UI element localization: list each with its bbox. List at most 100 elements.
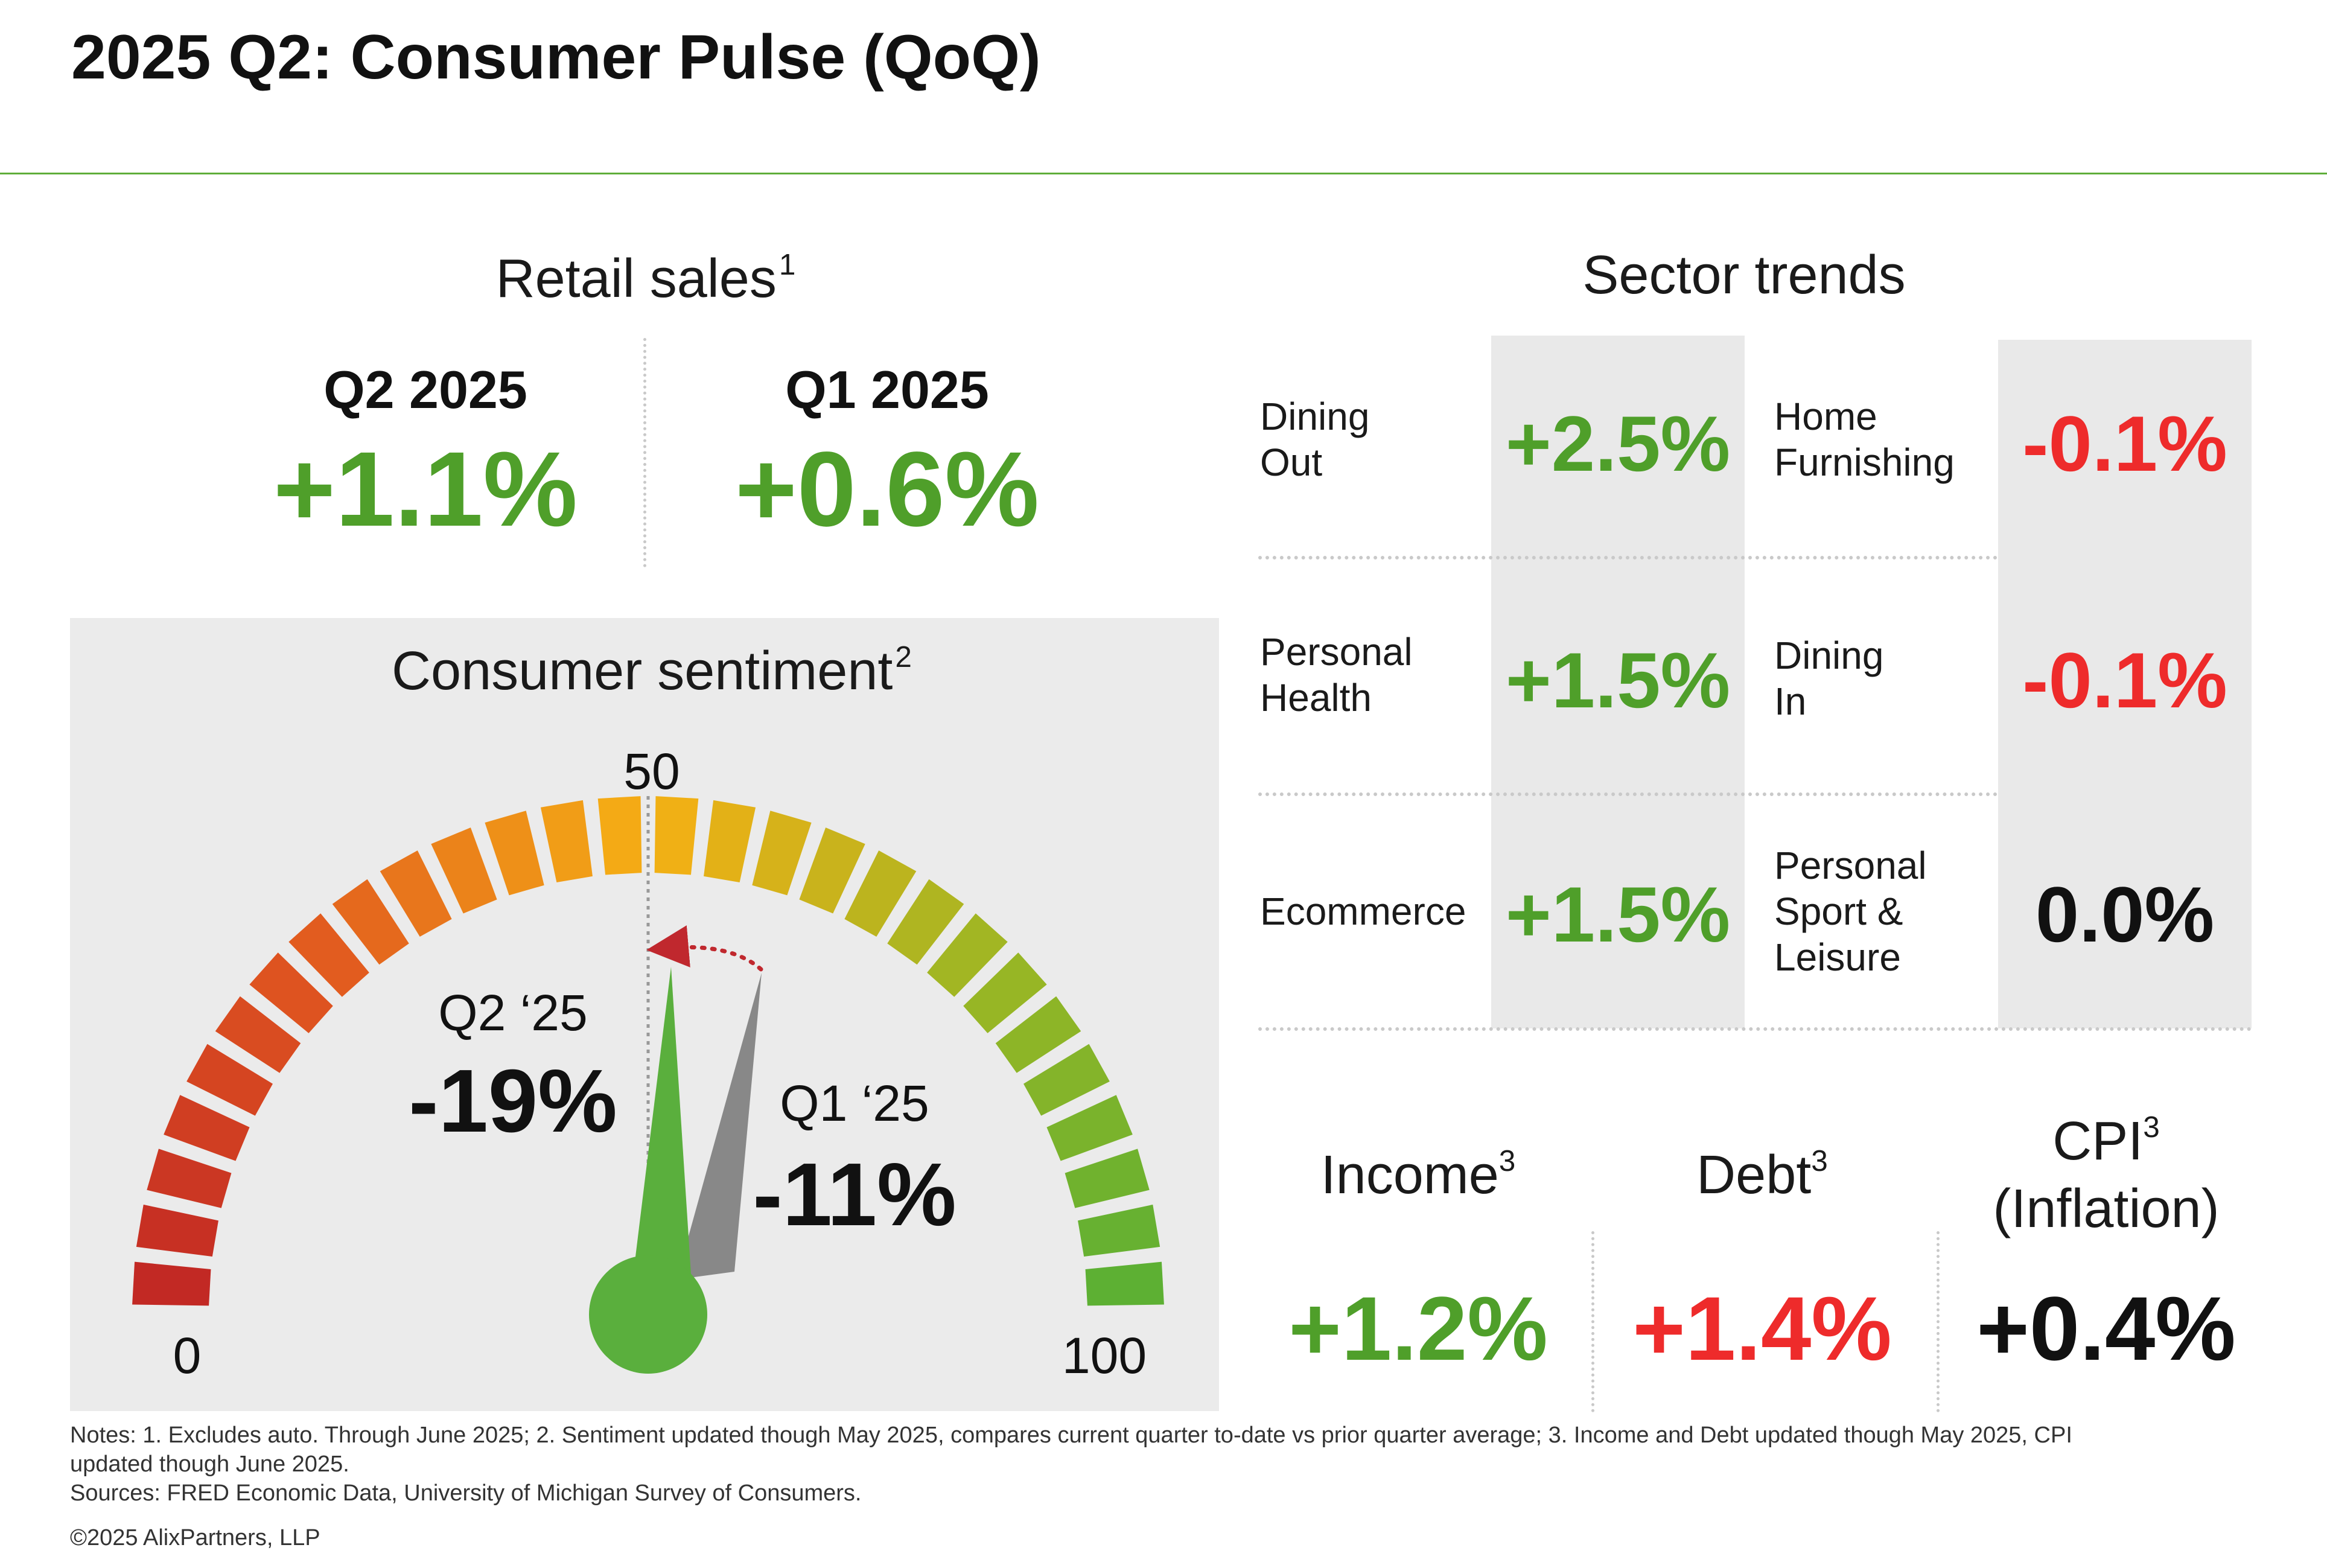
sector-label-line: Sport & xyxy=(1774,890,1903,933)
gauge-segment xyxy=(654,796,699,875)
sector-label-personal-sport-leisure: Personal Sport & Leisure xyxy=(1774,843,1998,980)
macro-divider xyxy=(1937,1231,1940,1412)
gauge-segment xyxy=(186,1044,273,1116)
gauge-label-0: 0 xyxy=(173,1327,202,1384)
sector-row-divider xyxy=(1258,1027,2252,1031)
gauge-label-50: 50 xyxy=(623,743,680,800)
macro-value-debt: +1.4% xyxy=(1632,1278,1892,1379)
gauge-segment xyxy=(927,913,1008,997)
gauge-segment xyxy=(485,811,544,896)
sector-value-dining-out: +2.5% xyxy=(1505,400,1731,488)
gauge-segment xyxy=(164,1095,250,1161)
gauge-segment xyxy=(249,952,333,1033)
macro-label-income-text: Income xyxy=(1320,1145,1499,1206)
retail-divider xyxy=(643,338,646,567)
sector-label-ecommerce: Ecommerce xyxy=(1260,888,1489,934)
sector-label-line: Personal xyxy=(1260,630,1413,674)
previous-period-value: -11% xyxy=(753,1145,957,1245)
sector-label-line: Home xyxy=(1774,395,1877,438)
sector-label-home-furnishing: Home Furnishing xyxy=(1774,394,1998,485)
previous-needle xyxy=(676,973,762,1280)
sector-value-personal-sport-leisure: 0.0% xyxy=(2035,870,2215,958)
macro-label-cpi-text: CPI xyxy=(2052,1111,2144,1172)
sector-trends-heading: Sector trends xyxy=(1582,245,1906,305)
sector-value-personal-health: +1.5% xyxy=(1505,636,1731,724)
gauge-segment xyxy=(288,913,369,997)
sentiment-gauge xyxy=(132,796,1164,1374)
gauge-segment xyxy=(1065,1149,1150,1208)
gauge-segment xyxy=(215,996,301,1073)
retail-sales-heading: Retail sales1 xyxy=(398,247,893,310)
sector-label-dining-out: Dining Out xyxy=(1260,394,1483,485)
gauge-segment xyxy=(995,996,1081,1073)
macro-divider xyxy=(1591,1231,1594,1412)
sector-value-dining-in: -0.1% xyxy=(2022,636,2227,724)
gauge-segment xyxy=(704,800,756,882)
gauge-segment xyxy=(963,952,1047,1033)
sector-label-personal-health: Personal Health xyxy=(1260,629,1483,721)
macro-note-ref-income: 3 xyxy=(1498,1144,1516,1178)
sector-value-column-right xyxy=(1998,340,2252,1028)
sector-value-ecommerce: +1.5% xyxy=(1505,870,1731,958)
sentiment-heading-text: Consumer sentiment xyxy=(392,641,893,702)
gauge-segment xyxy=(431,827,497,914)
gauge-segment xyxy=(887,879,964,965)
gauge-segment xyxy=(1023,1044,1110,1116)
gauge-segment xyxy=(597,796,642,875)
sector-label-line: In xyxy=(1774,680,1807,723)
macro-note-ref-cpi: 3 xyxy=(2143,1111,2160,1144)
sector-label-line: Dining xyxy=(1774,634,1884,677)
sentiment-note-ref: 2 xyxy=(895,640,912,674)
macro-label-cpi-line: CPI3 xyxy=(1955,1094,2257,1175)
macro-label-debt-text: Debt xyxy=(1696,1145,1812,1206)
macro-note-ref-debt: 3 xyxy=(1811,1144,1828,1178)
retail-period-label-q1: Q1 2025 xyxy=(785,360,989,419)
gauge-label-100: 100 xyxy=(1062,1327,1147,1384)
gauge-segment xyxy=(1046,1095,1133,1161)
gauge-segment xyxy=(540,800,593,882)
sector-label-line: Leisure xyxy=(1774,935,1901,979)
macro-sublabel-cpi: (Inflation) xyxy=(1993,1179,2220,1240)
retail-sales-note-ref: 1 xyxy=(778,248,796,281)
change-arrow xyxy=(646,925,763,972)
previous-period-label: Q1 ‘25 xyxy=(780,1075,929,1132)
sector-value-column-left xyxy=(1491,336,1745,1028)
sector-row-divider xyxy=(1258,556,1998,559)
macro-value-cpi: +0.4% xyxy=(1976,1278,2236,1379)
sector-value-home-furnishing: -0.1% xyxy=(2022,400,2227,488)
retail-period-label-q2: Q2 2025 xyxy=(323,360,527,419)
gauge-segment xyxy=(844,850,917,937)
copyright: ©2025 AlixPartners, LLP xyxy=(70,1525,320,1550)
current-needle xyxy=(628,967,694,1321)
needle-hub xyxy=(589,1255,707,1374)
gauge-segment xyxy=(799,827,865,914)
sector-label-line: Furnishing xyxy=(1774,441,1955,484)
gauge-segment xyxy=(147,1149,232,1208)
sector-label-line: Health xyxy=(1260,676,1372,719)
sector-label-dining-in: Dining In xyxy=(1774,633,1998,724)
sentiment-heading: Consumer sentiment2 xyxy=(302,640,1002,703)
gauge-segment xyxy=(332,879,409,965)
retail-period-value-q1: +0.6% xyxy=(735,430,1039,549)
macro-label-debt: Debt3 xyxy=(1623,1127,1901,1209)
sector-label-line: Out xyxy=(1260,441,1323,484)
gauge-segment xyxy=(136,1204,218,1257)
page-title: 2025 Q2: Consumer Pulse (QoQ) xyxy=(71,22,1041,92)
sector-label-line: Dining xyxy=(1260,395,1370,438)
title-divider xyxy=(0,173,2327,174)
gauge-ticks xyxy=(132,796,1164,1306)
footnotes: Notes: 1. Excludes auto. Through June 20… xyxy=(70,1421,2303,1508)
macro-value-income: +1.2% xyxy=(1288,1278,1548,1379)
gauge-segment xyxy=(752,811,812,896)
macro-label-income: Income3 xyxy=(1273,1127,1563,1209)
footnote-line: Notes: 1. Excludes auto. Through June 20… xyxy=(70,1423,2072,1448)
gauge-segment xyxy=(1085,1261,1164,1306)
current-period-label: Q2 ‘25 xyxy=(438,984,588,1041)
retail-period-value-q2: +1.1% xyxy=(273,430,578,549)
footnote-line: updated though June 2025. xyxy=(70,1452,349,1477)
gauge-segment xyxy=(380,850,452,937)
sector-row-divider xyxy=(1258,792,1998,796)
current-period-value: -19% xyxy=(409,1051,617,1151)
gauge-segment xyxy=(132,1261,211,1306)
sector-label-line: Ecommerce xyxy=(1260,890,1466,933)
